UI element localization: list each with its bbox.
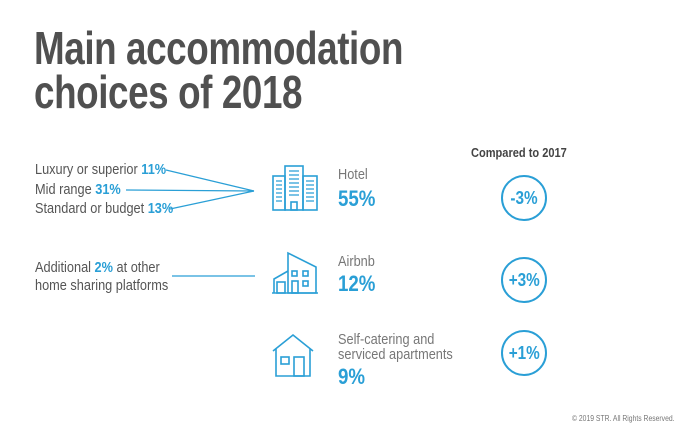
breakdown-label: Luxury or superior [35,161,138,178]
change-badge-airbnb: +3% [501,257,547,303]
compared-header: Compared to 2017 [471,145,567,160]
title-line-1: Main accommodation [34,22,404,74]
breakdown-label: Mid range [35,181,92,198]
breakdown-value: 11% [141,161,167,178]
breakdown-luxury: Luxury or superior 11% [35,161,166,178]
note-prefix: Additional [35,259,92,276]
change-value: -3% [510,187,538,208]
category-airbnb: Airbnb [338,253,375,270]
connector-mid [125,189,255,192]
airbnb-note-line-1: Additional 2% at other [35,259,160,276]
breakdown-mid-range: Mid range 31% [35,181,121,198]
share-airbnb: 12% [338,271,376,296]
category-self-catering-line-2: serviced apartments [338,346,453,363]
share-self-catering: 9% [338,364,366,389]
breakdown-label: Standard or budget [35,200,145,217]
connector-luxury [165,169,255,192]
change-badge-self-catering: +1% [501,330,547,376]
change-badge-hotel: -3% [501,175,547,221]
modern-house-icon [272,251,318,294]
breakdown-standard: Standard or budget 13% [35,200,173,217]
breakdown-value: 31% [95,181,121,198]
note-suffix: at other [116,259,160,276]
title-line-2: choices of 2018 [34,66,303,118]
house-icon [272,333,314,377]
connector-standard [169,190,255,210]
breakdown-value: 13% [147,200,174,217]
airbnb-note-line-2: home sharing platforms [35,277,169,294]
change-value: +1% [508,342,540,363]
category-self-catering-line-1: Self-catering and [338,331,435,348]
category-hotel: Hotel [338,166,368,183]
change-value: +3% [508,269,540,290]
hotel-building-icon [272,165,318,211]
copyright: © 2019 STR. All Rights Reserved. [572,414,675,423]
note-value: 2% [94,259,113,276]
share-hotel: 55% [338,186,376,211]
